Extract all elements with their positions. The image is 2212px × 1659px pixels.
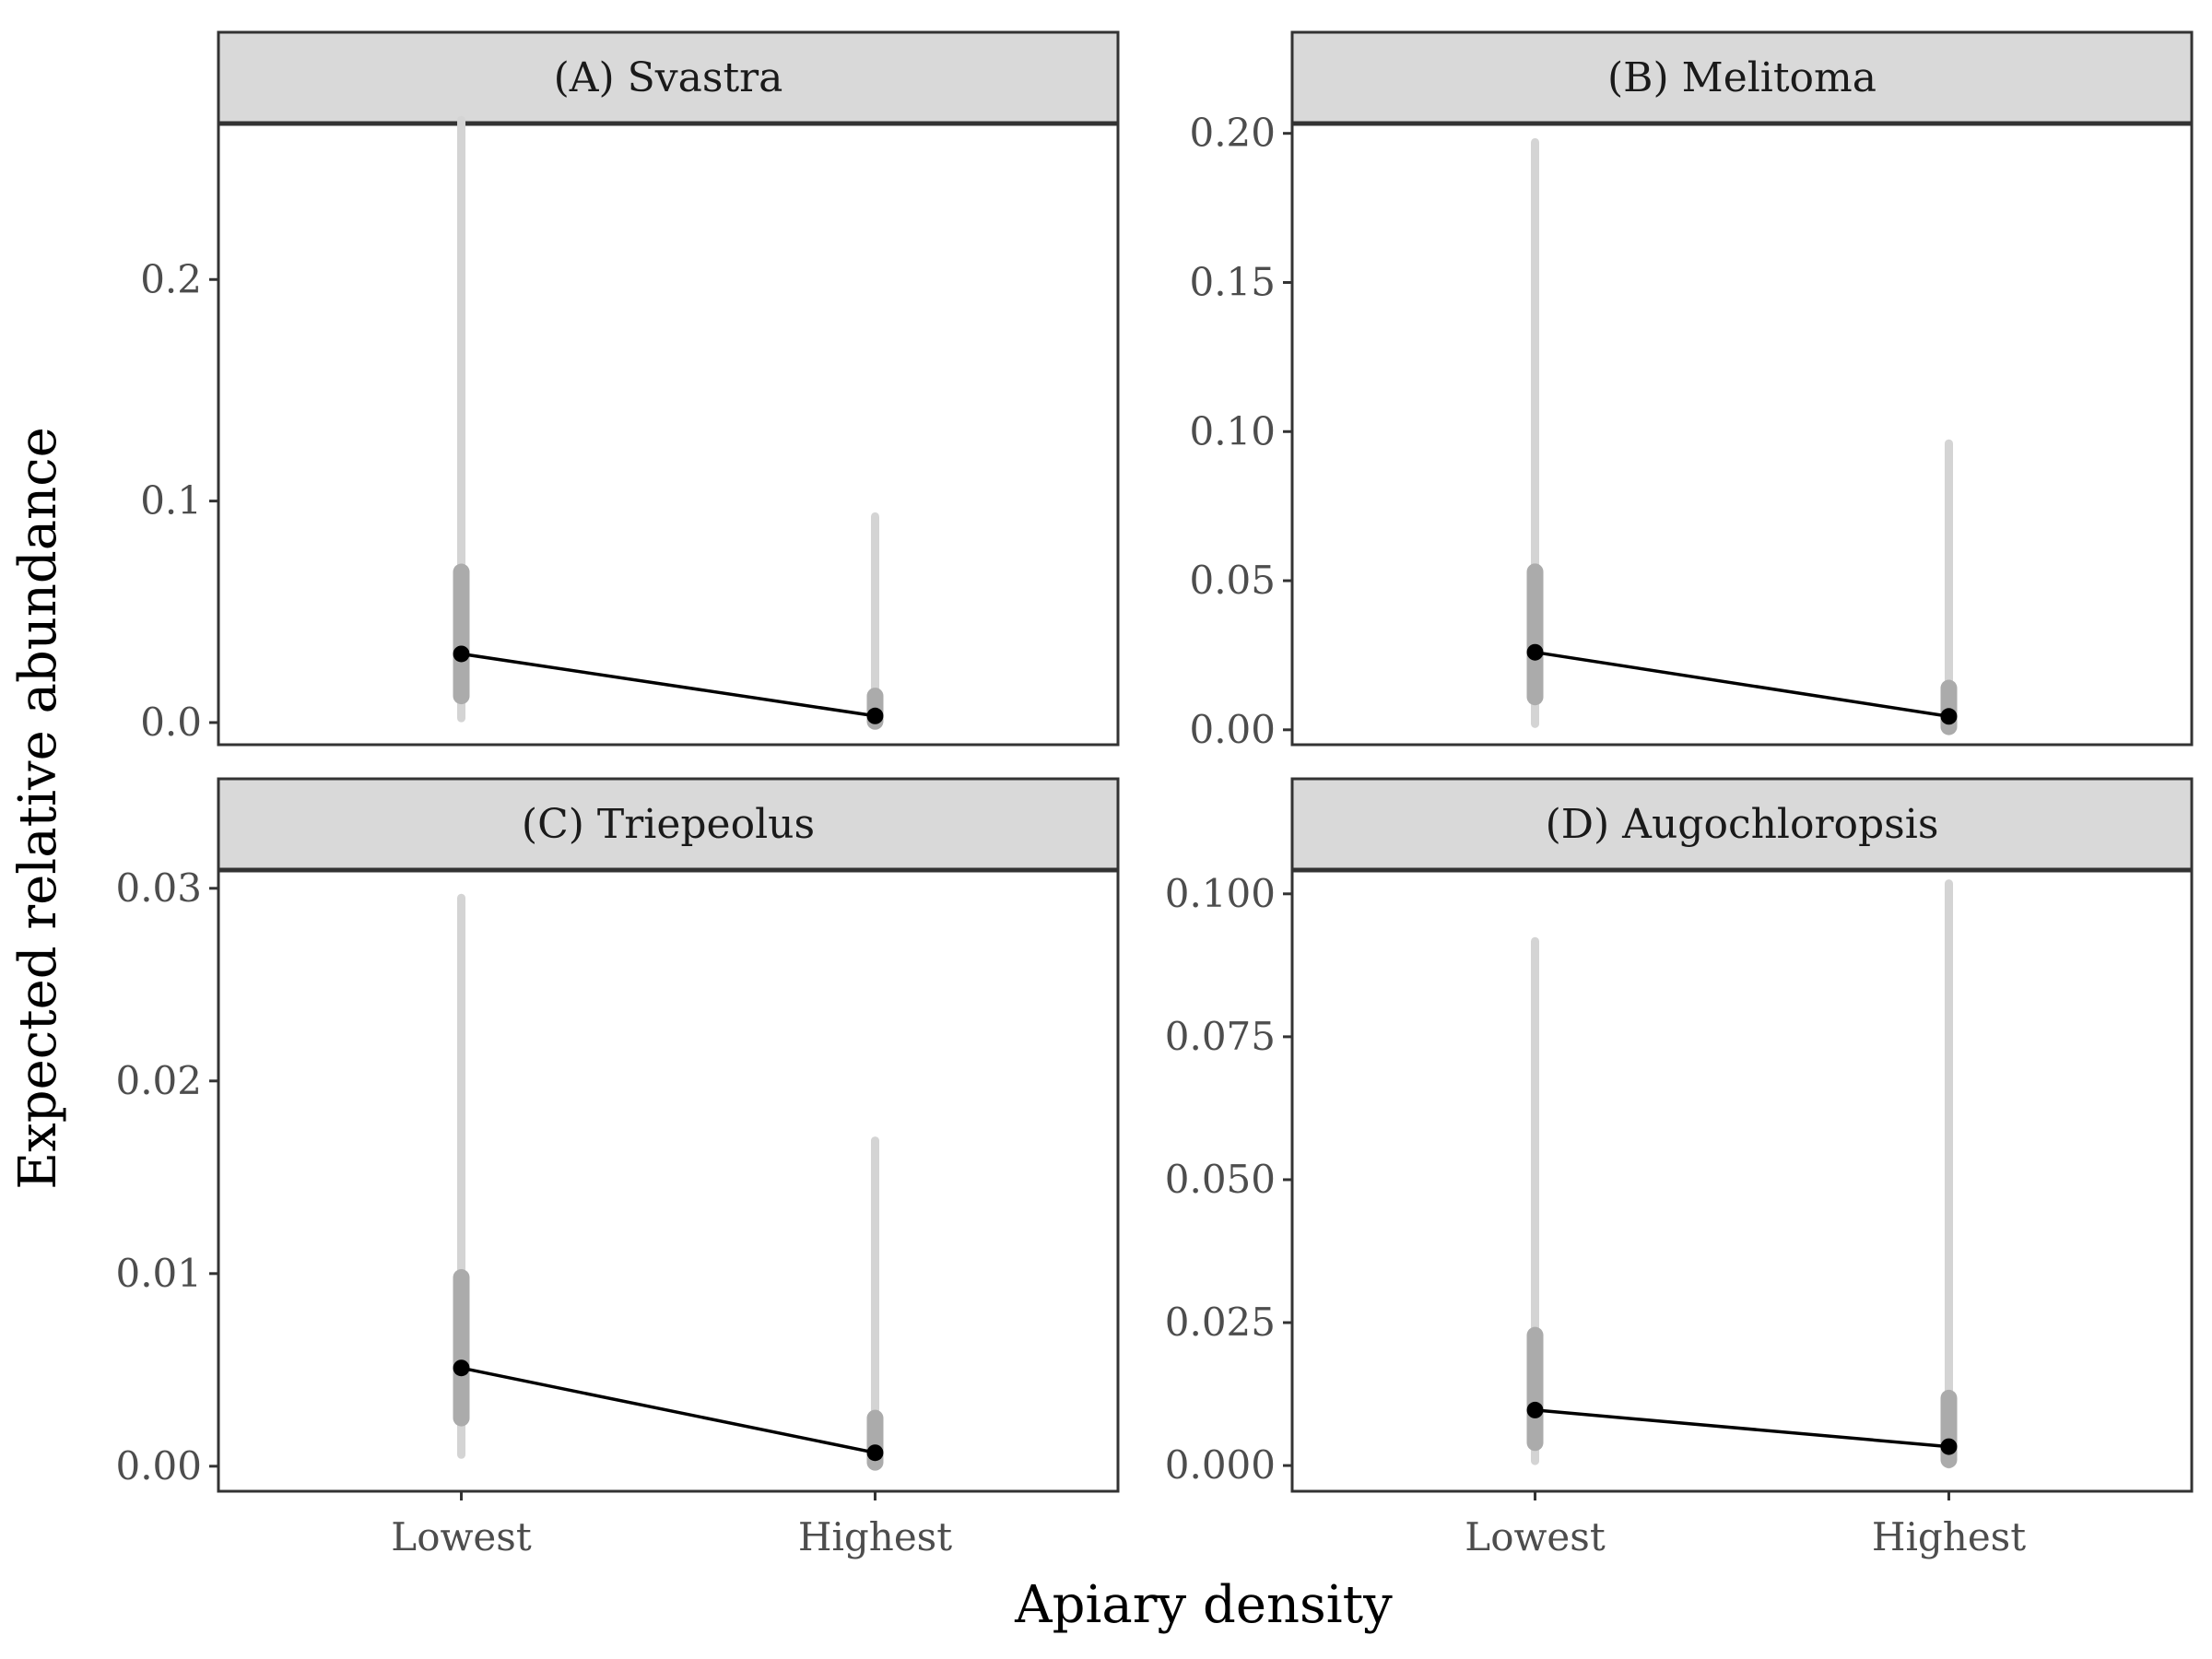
estimate-point: [1940, 1438, 1958, 1455]
panel-strip: [217, 777, 1120, 871]
x-tick-label: Highest: [798, 1514, 952, 1559]
y-tick-label: 0.1: [140, 478, 202, 524]
y-tick-label: 0.075: [1165, 1014, 1276, 1059]
panel-title: (C) Triepeolus: [522, 801, 815, 848]
x-tick-label: Lowest: [1465, 1514, 1606, 1559]
estimate-point: [866, 1444, 884, 1462]
panel-title: (B) Melitoma: [1607, 54, 1877, 101]
chart-panels: (A) Svastra 0.0 0.1 0.2 (B) Melitoma 0.00 0.05…: [115, 30, 2194, 1559]
y-tick-label: 0.05: [1189, 558, 1276, 603]
x-tick-label: Highest: [1872, 1514, 2026, 1559]
estimate-point: [866, 707, 884, 724]
panel-title: (D) Augochloropsis: [1546, 801, 1939, 848]
trend-line: [461, 652, 876, 718]
panel-1: (A) Svastra 0.0 0.1 0.2: [140, 30, 1120, 747]
y-tick-label: 0.025: [1165, 1300, 1276, 1345]
panel-frame: [217, 123, 1120, 747]
y-tick-label: 0.10: [1189, 408, 1276, 453]
panel-strip: [217, 30, 1120, 124]
trend-line: [461, 1366, 876, 1454]
panel-3: (C) Triepeolus 0.00 0.01 0.02 0.03 Lowest High…: [115, 777, 1120, 1559]
y-tick-label: 0.03: [115, 865, 202, 911]
trend-line: [1535, 650, 1949, 718]
panel-4: (D) Augochloropsis 0.000 0.025 0.050 0.075 0.…: [1165, 777, 2194, 1559]
panel-2: (B) Melitoma 0.00 0.05 0.10 0.15 0.20: [1189, 30, 2194, 752]
trend-line: [1535, 1408, 1949, 1449]
y-axis-title: Expected relative abundance: [8, 427, 68, 1189]
panel-frame: [1290, 123, 2194, 747]
panel-frame: [217, 869, 1120, 1493]
y-tick-label: 0.00: [1189, 707, 1276, 752]
y-tick-label: 0.20: [1189, 111, 1276, 156]
y-tick-label: 0.2: [140, 256, 202, 301]
y-tick-label: 0.050: [1165, 1157, 1276, 1202]
x-axis-title: Apiary density: [1014, 1575, 1393, 1635]
panel-strip: [1290, 777, 2194, 871]
estimate-point: [1940, 708, 1958, 725]
y-tick-label: 0.000: [1165, 1442, 1276, 1488]
y-tick-label: 0.02: [115, 1058, 202, 1103]
panel-frame: [1290, 869, 2194, 1493]
panel-strip: [1290, 30, 2194, 124]
y-tick-label: 0.15: [1189, 259, 1276, 304]
y-tick-label: 0.100: [1165, 871, 1276, 916]
estimate-point: [1526, 643, 1544, 661]
y-tick-label: 0.00: [115, 1443, 202, 1488]
estimate-point: [453, 645, 470, 663]
estimate-point: [1526, 1401, 1544, 1418]
y-tick-label: 0.01: [115, 1251, 202, 1296]
x-tick-label: Lowest: [391, 1514, 532, 1559]
y-tick-label: 0.0: [140, 700, 202, 745]
panel-title: (A) Svastra: [554, 54, 783, 101]
estimate-point: [453, 1359, 470, 1377]
